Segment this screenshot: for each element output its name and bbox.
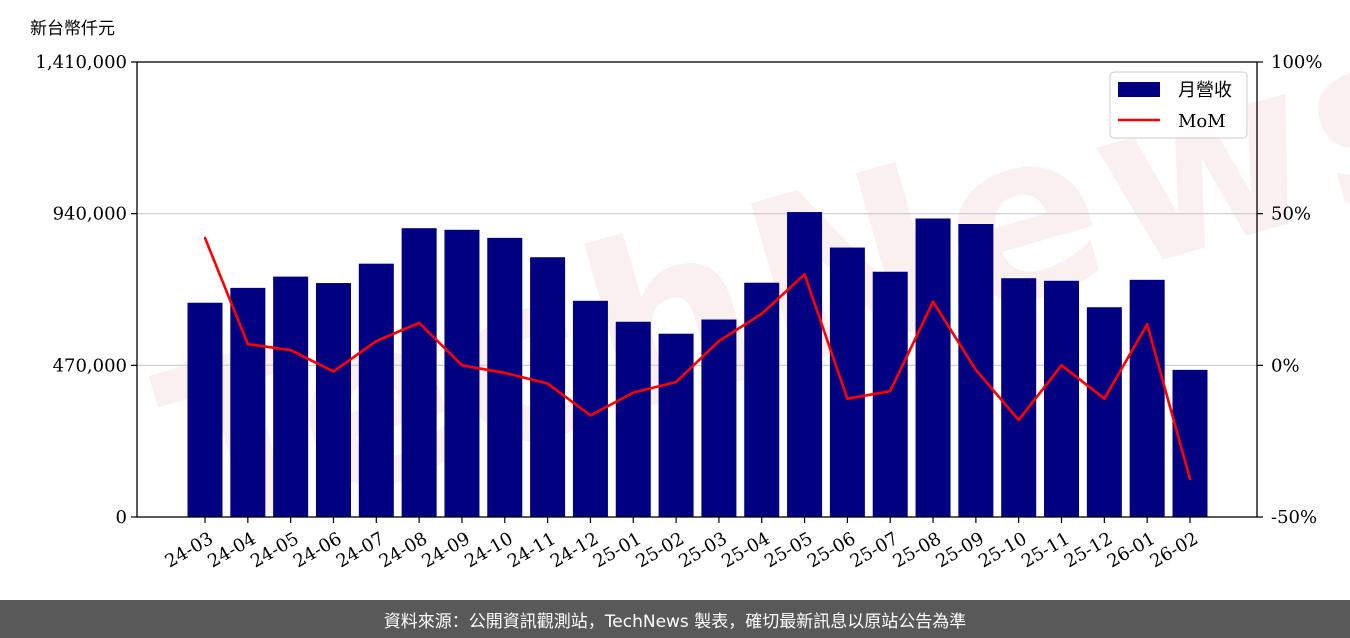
mom-point — [203, 236, 207, 240]
x-tick-label: 24-07 — [333, 528, 388, 572]
x-tick-label: 24-12 — [547, 528, 602, 572]
source-footer: 資料來源：公開資訊觀測站，TechNews 製表，確切最新訊息以原站公告為準 — [0, 600, 1350, 638]
legend-line-label: MoM — [1178, 111, 1226, 132]
x-tick-label: 24-10 — [461, 528, 516, 572]
x-tick-label: 25-11 — [1018, 528, 1073, 572]
x-tick-label: 25-10 — [975, 528, 1030, 572]
x-tick-label: 24-08 — [376, 528, 431, 572]
mom-point — [503, 371, 506, 375]
revenue-bar — [487, 237, 523, 518]
mom-point — [1017, 418, 1020, 422]
mom-point — [1103, 397, 1106, 400]
legend-bar-swatch — [1118, 82, 1160, 97]
revenue-bar — [401, 228, 437, 518]
mom-point — [674, 380, 678, 384]
x-tick-label: 25-08 — [890, 528, 945, 572]
mom-point — [632, 391, 635, 394]
y-left-tick-label: 940,000 — [53, 204, 127, 225]
x-tick-label: 25-01 — [590, 528, 645, 572]
mom-point — [417, 321, 421, 325]
x-tick-label: 25-07 — [847, 528, 902, 572]
x-tick-label: 24-05 — [247, 528, 302, 572]
revenue-bar — [915, 218, 951, 518]
y-left-tick-label: 1,410,000 — [35, 52, 127, 73]
x-tick-label: 26-01 — [1104, 528, 1159, 572]
mom-point — [974, 368, 978, 372]
mom-point — [717, 339, 721, 343]
x-tick-label: 25-06 — [804, 528, 859, 572]
x-tick-label: 26-02 — [1146, 528, 1201, 572]
x-tick-label: 25-05 — [761, 528, 816, 572]
revenue-chart: 0 470,000 940,000 1,410,000 -50% 0% 50% 100% 24-… — [35, 52, 1322, 572]
x-tick-label: 24-11 — [504, 528, 559, 572]
revenue-bar — [744, 282, 780, 517]
mom-point — [375, 339, 378, 343]
plot-frame — [136, 61, 1258, 518]
y-right-tick-label: 0% — [1271, 355, 1300, 376]
revenue-bar — [1129, 279, 1165, 517]
revenue-bar — [1172, 369, 1208, 517]
y-axis-unit-label: 新台幣仟元 — [30, 19, 115, 39]
mom-point — [246, 342, 250, 346]
x-tick-label: 24-03 — [161, 528, 216, 572]
revenue-bar — [273, 276, 309, 517]
mom-point — [889, 389, 892, 393]
x-tick-label: 24-09 — [418, 528, 473, 572]
x-tick-label: 25-03 — [675, 528, 730, 572]
mom-point — [460, 364, 464, 367]
revenue-bar — [187, 302, 223, 517]
mom-point — [1060, 364, 1063, 367]
mom-point — [760, 312, 763, 315]
x-tick-label: 25-04 — [718, 528, 773, 572]
revenue-bar — [658, 333, 694, 517]
revenue-bar — [230, 287, 266, 517]
revenue-bar — [358, 263, 394, 517]
mom-point — [1188, 477, 1192, 481]
revenue-bar — [787, 212, 823, 517]
mom-point — [289, 348, 292, 352]
x-tick-label: 25-02 — [633, 528, 688, 572]
revenue-bar — [530, 257, 566, 517]
x-tick-label: 25-09 — [932, 528, 987, 572]
legend-bar-label: 月營收 — [1178, 80, 1232, 101]
x-tick-label: 25-12 — [1061, 528, 1116, 572]
y-right-tick-label: -50% — [1271, 507, 1317, 528]
revenue-bar — [829, 247, 865, 517]
mom-point — [931, 300, 935, 303]
y-left-tick-label: 0 — [116, 507, 127, 528]
revenue-bar — [1086, 307, 1122, 517]
x-tick-label: 24-06 — [290, 528, 345, 572]
x-tick-label: 24-04 — [204, 528, 259, 572]
mom-point — [846, 397, 849, 400]
mom-point — [1145, 323, 1149, 326]
y-right-tick-label: 100% — [1271, 52, 1322, 73]
mom-point — [332, 370, 335, 373]
revenue-bar — [315, 283, 351, 517]
revenue-bar — [615, 321, 651, 517]
y-left-tick-label: 470,000 — [53, 355, 127, 376]
revenue-bar — [701, 319, 737, 517]
mom-point — [589, 414, 592, 417]
y-right-tick-label: 50% — [1271, 204, 1311, 225]
mom-point — [546, 382, 549, 385]
revenue-bar — [444, 229, 480, 517]
revenue-bar — [1044, 280, 1080, 517]
mom-point — [803, 273, 806, 276]
revenue-bar — [1001, 278, 1037, 517]
mom-line — [203, 237, 1192, 480]
footer-text: 資料來源：公開資訊觀測站，TechNews 製表，確切最新訊息以原站公告為準 — [383, 611, 967, 632]
